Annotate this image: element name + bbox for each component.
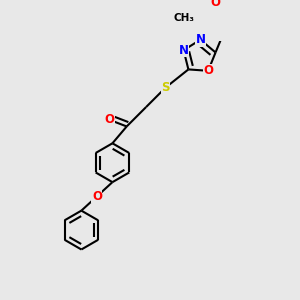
Text: O: O [203,64,213,77]
Text: S: S [161,81,170,94]
Text: N: N [195,33,206,46]
Text: N: N [178,44,189,57]
Text: O: O [92,190,102,203]
Text: O: O [105,113,115,127]
Text: O: O [211,0,220,9]
Text: CH₃: CH₃ [173,13,194,23]
